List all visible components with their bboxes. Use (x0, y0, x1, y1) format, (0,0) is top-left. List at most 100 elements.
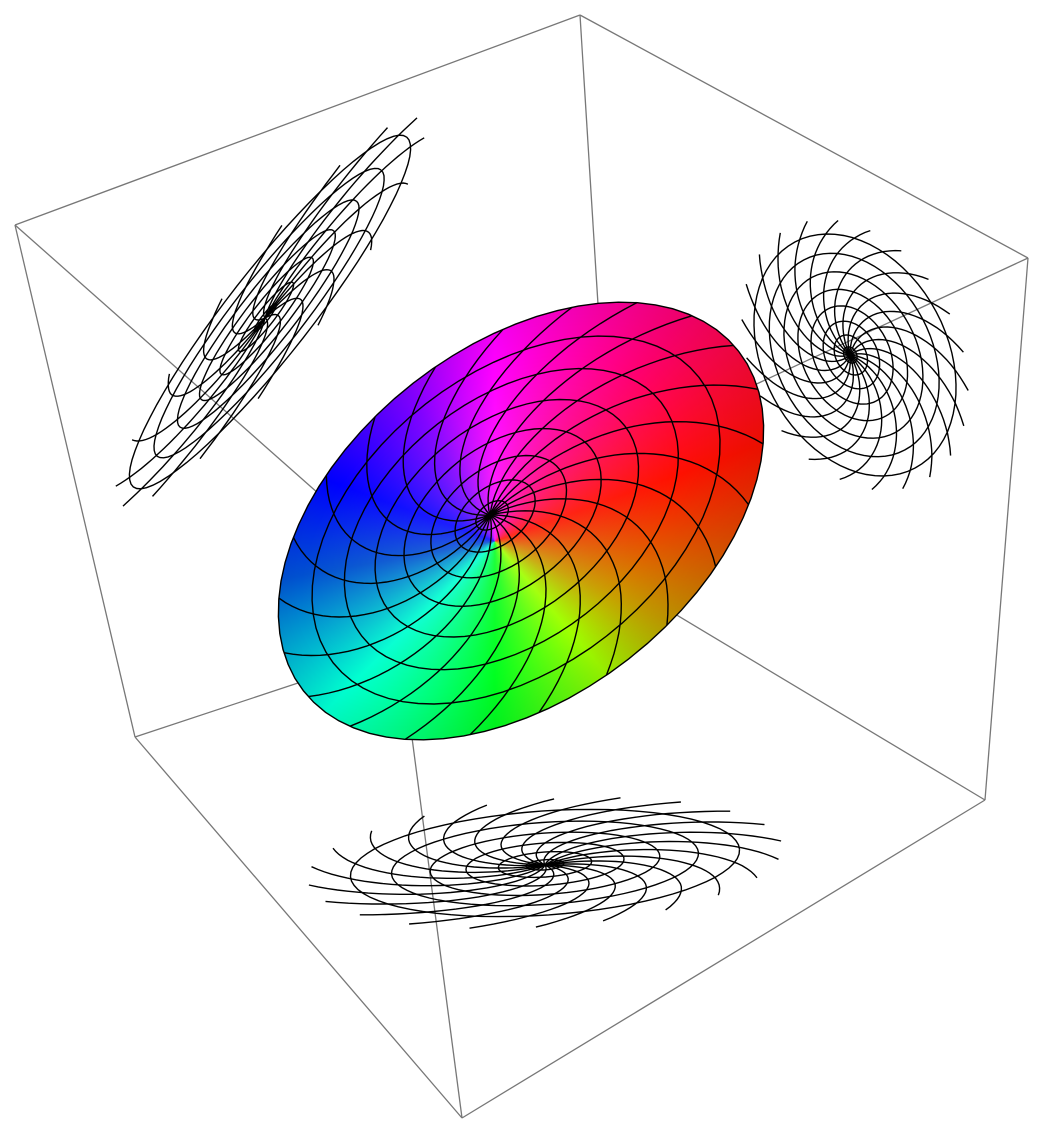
left-wall-projection-spoke (167, 317, 266, 397)
left-wall-projection-spoke (252, 164, 341, 321)
right-wall-projection-spoke (849, 353, 933, 478)
surface-mesh-spoke (489, 514, 581, 714)
right-wall-projection-spoke (849, 326, 969, 391)
floor-projection-spoke (544, 855, 721, 896)
floor-projection-spoke (443, 804, 546, 867)
box-edge (984, 257, 1029, 801)
floor-projection-spoke (409, 864, 569, 925)
left-wall-projection-spoke (264, 229, 373, 319)
left-wall-projection-spoke (264, 137, 425, 319)
left-wall-projection-ring (153, 167, 385, 459)
floor-projection-spoke (544, 863, 647, 922)
floor-projection-spoke (359, 864, 555, 916)
surface-mesh-spoke (325, 475, 491, 557)
floor-projection-spoke (521, 801, 681, 866)
floor-projection-spoke (325, 864, 547, 905)
surface-mesh-spoke (366, 416, 491, 536)
floor-projection-spoke (544, 848, 758, 879)
floor-projection-spoke (535, 810, 731, 866)
right-wall-projection-spoke (833, 249, 902, 356)
box-edge (579, 14, 1029, 259)
right-wall-projection-spoke (794, 220, 851, 356)
right-wall-projection-spoke (758, 254, 851, 363)
box-edge (14, 224, 136, 738)
box-edge (461, 799, 986, 1119)
right-wall-projection-spoke (822, 229, 871, 356)
right-wall-projection-spoke (777, 232, 851, 357)
surface-mesh-spoke (489, 510, 623, 676)
surface-mesh-spoke (349, 514, 502, 727)
floor-projection-spoke (332, 847, 546, 879)
left-wall-projection-ring (219, 256, 315, 376)
floor-projection-spoke (407, 815, 546, 869)
floor-projection-spoke (500, 797, 621, 866)
floor-projection-spoke (474, 798, 555, 866)
left-wall-projection-spoke (231, 225, 283, 335)
right-wall-projection-spoke (809, 219, 851, 356)
surface-mesh-spoke (433, 328, 504, 516)
floor-projection-spoke (543, 821, 765, 866)
right-wall-projection-spoke (849, 310, 964, 356)
surface-mesh-spoke (459, 306, 573, 516)
right-wall-projection-spoke (745, 283, 851, 372)
left-wall-projection-ring (128, 134, 412, 490)
right-wall-projection-spoke (849, 338, 965, 427)
right-wall-projection-spoke (839, 354, 883, 481)
left-wall-projection-spoke (264, 117, 418, 319)
surface-mesh-ring (277, 301, 765, 741)
floor-projection-ring (349, 808, 741, 918)
surface-mesh-ring (403, 427, 602, 608)
left-wall-projection-spoke (257, 297, 304, 399)
right-wall-projection-spoke (849, 354, 898, 491)
left-wall-projection-spoke (202, 298, 266, 361)
floor-projection-spoke (469, 864, 590, 929)
surface-mesh-spoke (308, 514, 493, 698)
floor-projection-spoke (369, 830, 546, 874)
right-wall-projection-ring (783, 271, 924, 439)
right-wall-projection-spoke (842, 272, 929, 356)
left-wall-projection-spoke (199, 313, 282, 460)
surface-mesh-spoke (487, 315, 693, 516)
floor-projection-spoke (544, 840, 779, 866)
left-wall-projection-spoke (262, 127, 389, 319)
floor-projection-spoke (308, 864, 546, 895)
left-wall-projection-spoke (264, 268, 335, 326)
surface-mesh-spoke (489, 420, 764, 516)
right-wall-projection-spoke (759, 354, 854, 418)
right-wall-projection-ring (753, 233, 957, 477)
surface-mesh-spoke (283, 514, 491, 657)
surface-mesh-ring (374, 398, 640, 638)
floor-projection-spoke (544, 860, 683, 911)
right-wall-projection-ring (822, 320, 881, 390)
floor-projection-spoke (544, 831, 782, 866)
right-wall-projection-spoke (849, 354, 915, 490)
surface-mesh-ring (430, 454, 568, 579)
surface-mesh-spoke (278, 514, 491, 618)
right-wall-projection-spoke (781, 354, 861, 438)
surface-mesh-spoke (477, 302, 638, 516)
surface-mesh-ring (311, 335, 721, 705)
right-wall-projection-spoke (808, 354, 871, 461)
surface-mesh-spoke (489, 478, 717, 567)
left-wall-projection-spoke (115, 317, 266, 487)
right-wall-projection-spoke (746, 354, 852, 400)
surface-mesh-spoke (489, 498, 669, 626)
box-edge (134, 736, 463, 1119)
left-wall-projection-ring (198, 228, 337, 402)
left-wall-projection-spoke (151, 317, 269, 497)
left-wall-projection-ring (176, 199, 360, 430)
surface-mesh-spoke (402, 366, 491, 522)
floor-projection-ring (465, 841, 625, 887)
surface-mesh-spoke (489, 384, 759, 516)
left-wall-projection-spoke (131, 317, 266, 442)
right-wall-projection-ring (768, 252, 940, 458)
right-wall-projection-spoke (741, 319, 851, 384)
surface-mesh-spoke (469, 514, 547, 736)
right-wall-projection-spoke (847, 292, 951, 356)
right-wall-projection-spoke (849, 347, 952, 456)
surface-mesh-spoke (489, 344, 734, 516)
left-wall-projection-spoke (122, 317, 266, 507)
